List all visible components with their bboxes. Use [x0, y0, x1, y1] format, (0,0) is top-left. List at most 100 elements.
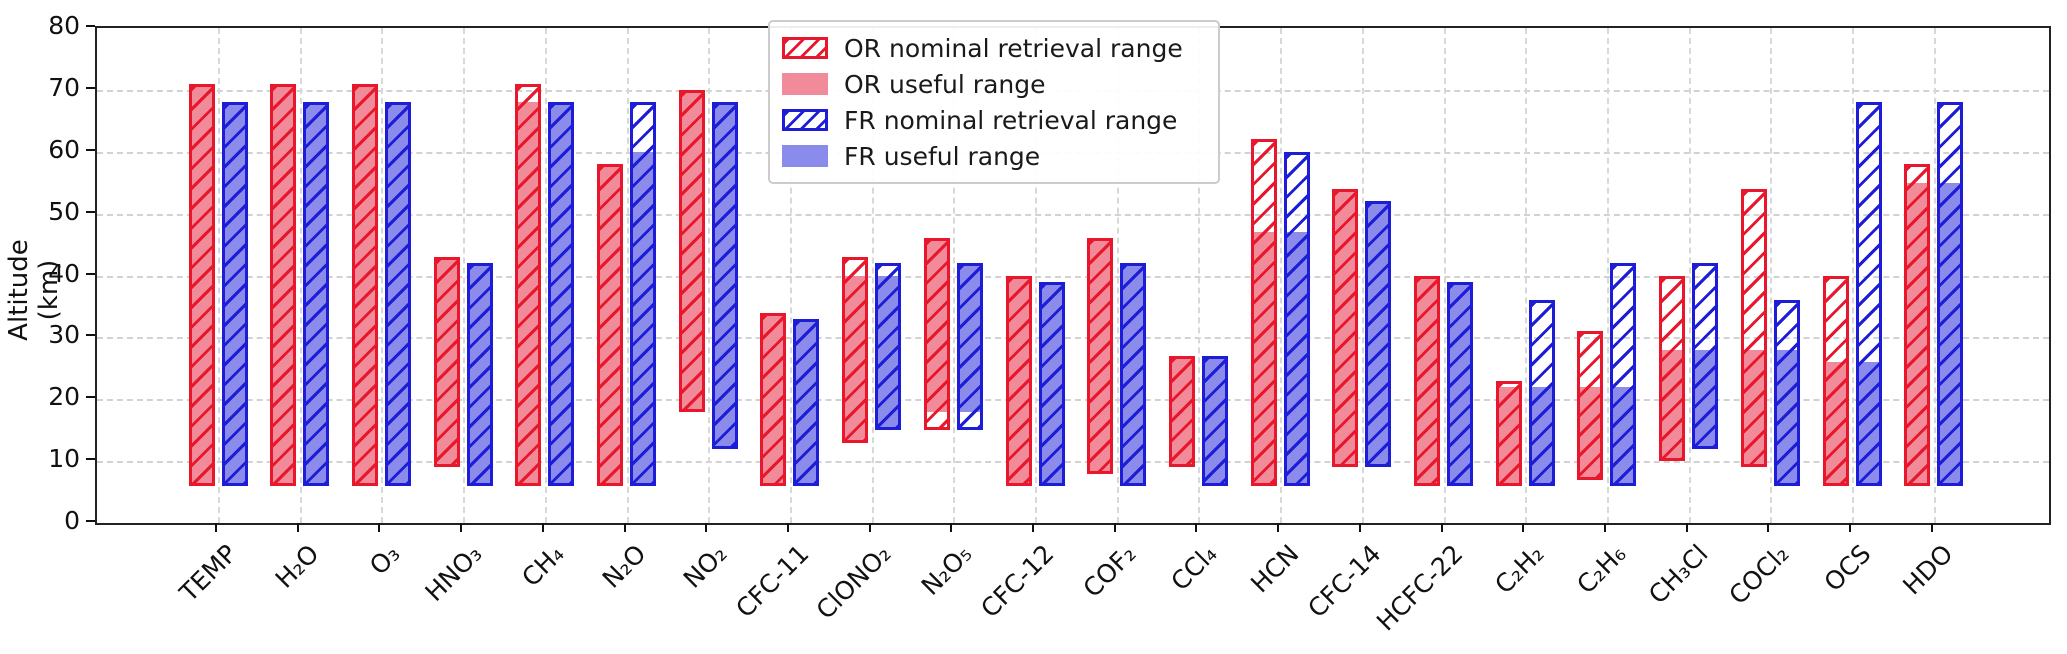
bar-or-nominal-19	[1740, 188, 1767, 468]
bar-fr-nominal-15	[1447, 281, 1473, 486]
bar-or-nominal-10	[1005, 275, 1032, 486]
bar-fr-nominal-16	[1528, 300, 1555, 486]
bar-fr-nominal-9	[956, 263, 983, 431]
legend-item: FR useful range	[782, 138, 1206, 174]
y-tick	[86, 25, 95, 27]
x-tick-label: TEMP	[174, 539, 243, 608]
x-gridline	[463, 28, 466, 523]
x-tick	[1195, 523, 1198, 532]
x-tick-label: HCFC-22	[1370, 539, 1469, 637]
legend-label: OR nominal retrieval range	[844, 33, 1183, 63]
x-tick	[1603, 523, 1606, 532]
bar-or-nominal-15	[1414, 275, 1440, 486]
bar-fr-nominal-21	[1937, 102, 1964, 486]
bar-or-nominal-4	[515, 83, 542, 486]
bar-fr-nominal-17	[1610, 263, 1637, 486]
y-tick	[86, 458, 95, 461]
bar-or-nominal-21	[1904, 164, 1931, 486]
bar-or-nominal-3	[433, 256, 460, 468]
x-tick	[786, 523, 789, 532]
bar-fr-nominal-0	[221, 102, 248, 486]
bar-fr-nominal-8	[875, 263, 902, 431]
bar-or-nominal-2	[351, 83, 378, 486]
y-tick-label: 50	[48, 196, 80, 226]
x-gridline	[626, 28, 629, 523]
x-gridline	[381, 28, 384, 523]
x-tick-label: CH₄	[516, 539, 570, 593]
bar-fr-nominal-19	[1773, 300, 1800, 486]
legend-item: FR nominal retrieval range	[782, 102, 1206, 138]
bar-or-nominal-8	[842, 256, 869, 443]
bar-or-nominal-18	[1659, 275, 1686, 462]
x-gridline	[1525, 28, 1528, 523]
x-gridline	[953, 28, 956, 523]
y-tick-label: 40	[48, 258, 80, 288]
bar-fr-nominal-7	[793, 318, 820, 486]
x-tick-label: HDO	[1896, 539, 1959, 601]
x-tick	[1767, 523, 1770, 532]
x-gridline	[871, 28, 874, 523]
x-tick-label: N₂O	[596, 539, 652, 594]
legend: OR nominal retrieval range OR useful rang…	[768, 20, 1220, 184]
bar-fr-nominal-10	[1038, 281, 1065, 486]
bar-or-nominal-17	[1577, 331, 1604, 480]
x-tick-label: COF₂	[1077, 539, 1142, 604]
x-tick	[1277, 523, 1280, 532]
x-tick-label: ClONO₂	[810, 539, 897, 625]
legend-swatch-sw-solid-fr	[782, 145, 828, 167]
y-tick	[86, 334, 95, 337]
bar-or-nominal-5	[597, 164, 623, 486]
x-tick	[1930, 523, 1933, 532]
x-tick	[215, 523, 217, 532]
x-tick	[1849, 523, 1851, 532]
x-tick-label: CH₃Cl	[1642, 539, 1714, 610]
bar-or-nominal-9	[923, 238, 950, 431]
x-tick-label: CFC-14	[1302, 539, 1387, 624]
legend-swatch-sw-hatch-fr	[782, 109, 828, 131]
bar-fr-nominal-3	[466, 263, 493, 486]
bar-fr-nominal-20	[1855, 102, 1882, 486]
x-tick	[296, 523, 299, 532]
legend-swatch-sw-hatch-or	[782, 37, 828, 59]
bar-or-nominal-1	[270, 83, 297, 486]
y-tick	[86, 272, 95, 275]
bar-or-nominal-20	[1822, 275, 1849, 486]
x-gridline	[1443, 28, 1446, 523]
y-tick	[86, 86, 95, 89]
x-tick-label: C₂H₆	[1571, 539, 1632, 600]
x-tick	[1440, 523, 1443, 532]
bar-fr-nominal-1	[303, 102, 330, 486]
y-tick	[86, 210, 95, 213]
bar-or-nominal-12	[1168, 355, 1195, 468]
x-tick-label: COCl₂	[1723, 539, 1795, 611]
bar-or-nominal-13	[1250, 139, 1277, 486]
x-tick-label: H₂O	[269, 539, 325, 594]
bar-or-nominal-6	[678, 89, 705, 412]
bar-fr-nominal-5	[630, 102, 656, 486]
y-tick	[86, 396, 95, 399]
x-tick	[1522, 523, 1525, 532]
x-gridline	[1852, 28, 1854, 523]
x-tick-label: OCS	[1818, 539, 1877, 597]
bar-fr-nominal-6	[711, 102, 738, 449]
x-tick-label: N₂O₅	[915, 539, 978, 601]
x-tick	[1032, 523, 1034, 532]
bar-or-nominal-0	[188, 83, 215, 486]
y-tick-label: 0	[64, 506, 80, 535]
y-tick-label: 80	[48, 11, 80, 40]
x-tick	[460, 523, 463, 532]
x-tick-label: CFC-12	[975, 539, 1060, 624]
bar-or-nominal-11	[1087, 238, 1114, 474]
bar-fr-nominal-18	[1692, 263, 1719, 449]
x-tick-label: CFC-11	[730, 539, 815, 624]
bar-fr-nominal-4	[548, 102, 575, 486]
x-tick	[378, 523, 381, 532]
legend-swatch-sw-solid-or	[782, 73, 828, 95]
bar-fr-nominal-14	[1365, 201, 1392, 468]
x-tick	[1358, 523, 1361, 532]
x-tick-label: O₃	[364, 539, 406, 581]
x-tick-label: NO₂	[677, 539, 733, 594]
x-gridline	[544, 28, 547, 523]
x-tick	[950, 523, 953, 532]
